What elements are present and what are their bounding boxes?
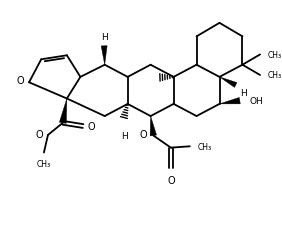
Text: H: H (240, 89, 246, 98)
Text: H: H (121, 131, 127, 140)
Polygon shape (150, 117, 157, 136)
Polygon shape (59, 99, 67, 124)
Text: O: O (140, 130, 147, 140)
Text: CH₃: CH₃ (268, 51, 282, 60)
Polygon shape (219, 78, 237, 88)
Text: CH₃: CH₃ (268, 71, 282, 80)
Text: O: O (167, 175, 175, 185)
Text: H: H (101, 33, 107, 42)
Text: OH: OH (249, 97, 263, 106)
Polygon shape (101, 47, 107, 66)
Text: CH₃: CH₃ (37, 160, 51, 169)
Polygon shape (219, 98, 240, 105)
Text: O: O (17, 76, 24, 86)
Text: CH₃: CH₃ (197, 142, 212, 151)
Text: O: O (36, 129, 43, 139)
Text: O: O (88, 121, 96, 132)
